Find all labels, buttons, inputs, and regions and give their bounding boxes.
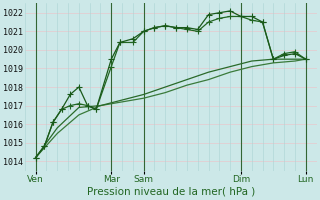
X-axis label: Pression niveau de la mer( hPa ): Pression niveau de la mer( hPa ) (87, 187, 255, 197)
